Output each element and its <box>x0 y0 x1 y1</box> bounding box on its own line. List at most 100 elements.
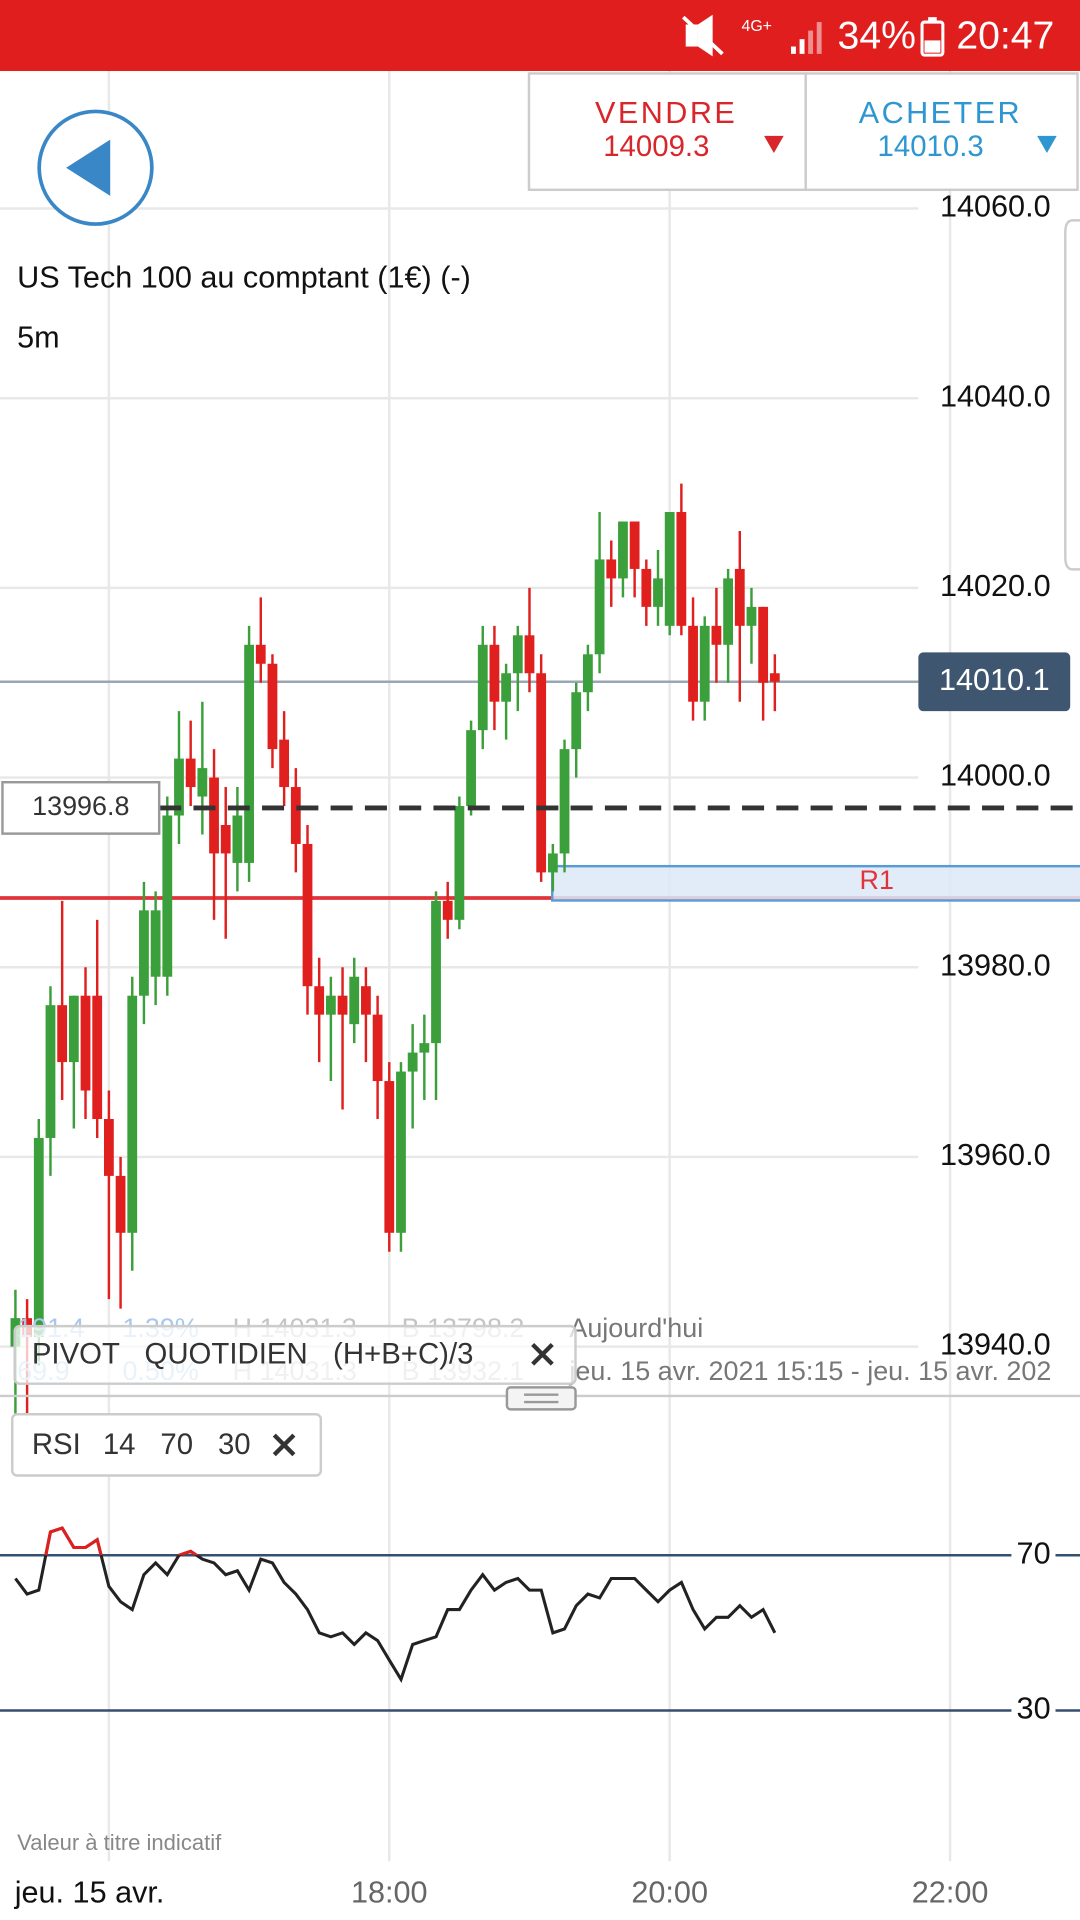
x-tick-label: 22:00 <box>912 1875 989 1909</box>
r1-zone <box>551 864 1080 902</box>
candle-body <box>115 1175 126 1233</box>
candle-body <box>442 900 453 920</box>
candle-body <box>162 815 173 977</box>
sell-price: 14009.3 <box>603 130 709 163</box>
candle-body <box>676 512 687 626</box>
candle-body <box>337 995 348 1015</box>
x-tick-label: 18:00 <box>351 1875 428 1909</box>
candle-body <box>758 606 769 683</box>
candle-body <box>255 644 266 664</box>
legend-text: Aujourd'hui <box>569 1313 703 1343</box>
status-bar <box>0 0 1080 72</box>
timeframe: 5m <box>17 320 60 354</box>
candle-body <box>734 568 745 626</box>
chip-text: 70 <box>160 1428 193 1461</box>
rsi-level-bg <box>1011 1538 1056 1573</box>
pane-handle[interactable] <box>505 1386 577 1411</box>
candle-body <box>559 749 570 854</box>
candle-body <box>33 1137 44 1338</box>
candle-body <box>290 787 301 844</box>
buy-label: ACHETER <box>859 96 1022 130</box>
instrument-name: US Tech 100 au comptant (1€) (-) <box>17 260 471 294</box>
buy-button[interactable]: ACHETER 14010.3 <box>804 72 1079 192</box>
candle-body <box>489 644 500 702</box>
y-tick-label: 13960.0 <box>940 1138 1051 1172</box>
candle-body <box>641 568 652 607</box>
rsi-level-bg <box>1011 1693 1056 1728</box>
plot: 13940.0 13960.0 13980.0 14000.0 14020.0 14040… <box>0 190 1080 1728</box>
last-price-box <box>918 652 1071 712</box>
candle-body <box>396 1071 406 1233</box>
chip-text: (H+B+C)/3 <box>333 1337 473 1370</box>
rsi-line <box>14 1526 777 1684</box>
candle-body <box>80 995 91 1091</box>
y-tick-label: 14020.0 <box>940 569 1051 603</box>
candle-body <box>267 663 278 750</box>
sell-label: VENDRE <box>595 96 737 130</box>
candle-body <box>139 910 149 996</box>
chip-text: QUOTIDIEN <box>144 1337 307 1370</box>
candle-body <box>209 777 219 854</box>
candle-body <box>699 625 710 702</box>
candle-body <box>372 1014 383 1082</box>
candle-body <box>594 559 605 655</box>
candle-body <box>723 578 733 645</box>
clock: 20:47 <box>956 14 1054 57</box>
candle-body <box>103 1118 114 1176</box>
rsi-tick-label: 30 <box>1017 1692 1051 1726</box>
candle-body <box>384 1081 395 1233</box>
legend-text: jeu. 15 avr. 2021 15:15 - jeu. 15 avr. 2… <box>568 1356 1051 1386</box>
candle-body <box>407 1052 418 1072</box>
pivot-label: 13996.8 <box>32 791 129 821</box>
x-axis: jeu. 15 avr. 18:00 20:00 22:00 <box>0 1868 989 1920</box>
y-tick-label: 14040.0 <box>940 379 1051 413</box>
candle-body <box>174 758 184 816</box>
candle-body <box>349 976 360 1025</box>
candle-body <box>466 730 476 807</box>
candle-body <box>512 635 523 674</box>
candle-body <box>232 815 243 863</box>
candle-body <box>629 521 640 569</box>
candle-body <box>583 654 593 693</box>
candle-body <box>454 806 465 920</box>
rsi-tick-label: 70 <box>1017 1536 1051 1570</box>
candle-body <box>279 739 290 788</box>
candle-body <box>185 758 196 788</box>
candle-body <box>431 900 441 1044</box>
candle-body <box>711 625 722 645</box>
candle-body <box>419 1043 430 1053</box>
y-tick-label: 14060.0 <box>940 190 1051 224</box>
candle-body <box>57 1005 68 1063</box>
x-tick-label: 20:00 <box>631 1875 708 1909</box>
candle-body <box>688 625 698 702</box>
buy-price: 14010.3 <box>878 130 984 163</box>
candle-body <box>325 995 336 1015</box>
candle-body <box>524 635 535 674</box>
candle-body <box>746 606 757 626</box>
candle-body <box>653 578 663 607</box>
candle-body <box>361 986 371 1015</box>
rsi-chip[interactable]: RSI 14 70 30 <box>11 1413 323 1477</box>
y-tick-label: 13940.0 <box>940 1328 1051 1362</box>
candle-body <box>571 692 582 750</box>
r1-label: R1 <box>860 865 894 895</box>
candle-body <box>477 644 488 731</box>
candle-body <box>127 995 138 1233</box>
disclaimer: Valeur à titre indicatif <box>17 1830 222 1855</box>
candle-body <box>197 768 208 797</box>
candle-body <box>769 673 780 682</box>
x-label-bg <box>0 1868 190 1920</box>
y-tick-label: 13980.0 <box>940 948 1051 982</box>
signal-icon <box>791 22 822 54</box>
pivot-chip[interactable]: PIVOT QUOTIDIEN (H+B+C)/3 <box>13 1324 577 1385</box>
candle-body <box>220 824 231 854</box>
y-tick-label: 14000.0 <box>940 759 1051 793</box>
chip-text: 30 <box>218 1428 251 1461</box>
sell-button[interactable]: VENDRE 14009.3 <box>527 72 807 192</box>
back-button[interactable] <box>37 109 154 226</box>
battery-icon <box>920 17 945 57</box>
candle-body <box>45 1005 56 1138</box>
network-label: 4G+ <box>741 18 772 35</box>
